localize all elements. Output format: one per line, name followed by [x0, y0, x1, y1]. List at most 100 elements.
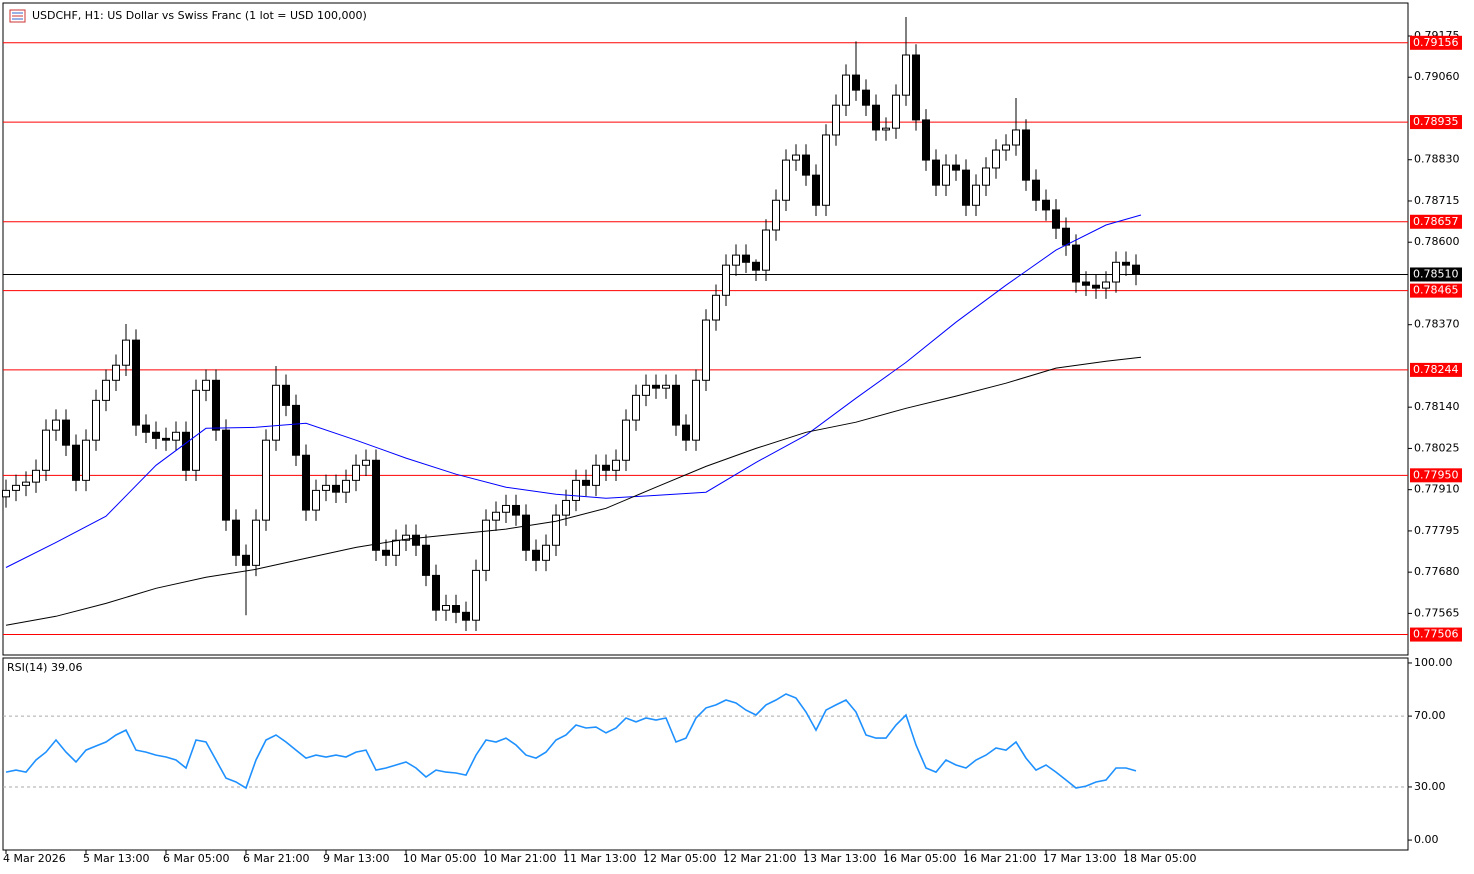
candle-body — [122, 339, 130, 366]
candle-body — [402, 534, 410, 541]
candle-body — [92, 399, 100, 441]
level-label-bg — [1410, 35, 1462, 50]
x-tick-label: 5 Mar 13:00 — [83, 852, 149, 865]
candle-body — [282, 384, 290, 406]
candle-body — [612, 459, 620, 471]
candle-body — [952, 164, 960, 171]
candle-body — [652, 384, 660, 389]
indicator-line — [5, 693, 1137, 790]
candle-body — [1112, 261, 1120, 283]
candle-body — [722, 264, 730, 296]
candle-body — [152, 431, 160, 439]
candle-body — [922, 119, 930, 161]
candle-body — [62, 419, 70, 446]
candle-body — [362, 459, 370, 466]
x-tick-label: 10 Mar 05:00 — [403, 852, 476, 865]
y-tick-label: 100.00 — [1414, 656, 1453, 669]
candle-body — [22, 481, 30, 486]
chart-title: USDCHF, H1: US Dollar vs Swiss Franc (1 … — [32, 9, 367, 22]
candle-body — [592, 464, 600, 486]
candle-body — [1122, 261, 1130, 266]
candle-body — [1082, 281, 1090, 286]
y-tick-label: 0.78600 — [1414, 235, 1460, 248]
candle-body — [72, 444, 80, 481]
candle-body — [42, 429, 50, 471]
candle-body — [342, 479, 350, 493]
y-tick-label: 0.77565 — [1414, 606, 1460, 619]
candle-body — [2, 489, 10, 498]
candle-body — [1062, 227, 1070, 246]
candle-body — [1032, 179, 1040, 201]
candle-body — [522, 514, 530, 551]
candle-body — [1002, 144, 1010, 151]
candle-body — [12, 484, 20, 491]
candle-body — [312, 489, 320, 511]
y-tick-label: 0.78025 — [1414, 441, 1460, 454]
level-label: 0.78244 — [1413, 363, 1459, 376]
candle-body — [672, 384, 680, 426]
candle-body — [742, 254, 750, 263]
candle-body — [452, 605, 460, 613]
candle-body — [812, 174, 820, 206]
y-tick-label: 0.77795 — [1414, 524, 1460, 537]
candle-body — [682, 424, 690, 441]
candle-body — [792, 154, 800, 161]
candle-body — [832, 104, 840, 136]
candle-body — [852, 74, 860, 91]
candle-body — [82, 439, 90, 481]
x-tick-label: 12 Mar 21:00 — [723, 852, 796, 865]
y-tick-label: 0.78830 — [1414, 153, 1460, 166]
x-tick-label: 16 Mar 21:00 — [963, 852, 1036, 865]
candle-body — [572, 479, 580, 501]
y-tick-label: 0.78140 — [1414, 400, 1460, 413]
candle-body — [642, 384, 650, 396]
x-tick-label: 6 Mar 21:00 — [243, 852, 309, 865]
candle-body — [382, 549, 390, 556]
candle-body — [272, 384, 280, 441]
y-tick-label: 0.78715 — [1414, 194, 1460, 207]
indicator-line — [5, 356, 1142, 626]
candle-body — [532, 549, 540, 561]
candle-body — [1052, 209, 1060, 229]
candle-body — [512, 504, 520, 516]
x-tick-label: 6 Mar 05:00 — [163, 852, 229, 865]
candle-body — [732, 254, 740, 266]
candle-body — [352, 464, 360, 481]
x-tick-label: 10 Mar 21:00 — [483, 852, 556, 865]
candle-body — [932, 159, 940, 186]
candle-body — [992, 149, 1000, 169]
candle-body — [112, 364, 120, 381]
candle-body — [552, 514, 560, 546]
candle-body — [772, 199, 780, 231]
candle-body — [782, 159, 790, 201]
candle-body — [582, 479, 590, 486]
candle-body — [232, 519, 240, 556]
candle-body — [972, 184, 980, 206]
candle-body — [222, 429, 230, 521]
candle-body — [412, 534, 420, 546]
candle-body — [132, 339, 140, 426]
candle-body — [872, 104, 880, 131]
candle-body — [1132, 264, 1140, 275]
candle-body — [762, 229, 770, 271]
y-tick-label: 0.78370 — [1414, 318, 1460, 331]
x-tick-label: 13 Mar 13:00 — [803, 852, 876, 865]
candle-body — [882, 127, 890, 131]
level-label-bg — [1410, 468, 1462, 483]
current-price-bg — [1410, 267, 1462, 282]
candle-body — [712, 294, 720, 321]
candle-body — [32, 469, 40, 483]
y-tick-label: 70.00 — [1414, 709, 1446, 722]
x-tick-label: 17 Mar 13:00 — [1043, 852, 1116, 865]
candle-body — [802, 154, 810, 176]
candle-body — [752, 261, 760, 271]
candle-body — [182, 431, 190, 471]
x-tick-label: 16 Mar 05:00 — [883, 852, 956, 865]
x-tick-label: 9 Mar 13:00 — [323, 852, 389, 865]
candle-body — [422, 544, 430, 576]
candle-body — [492, 511, 500, 521]
candle-body — [1012, 129, 1020, 146]
candle-body — [1102, 281, 1110, 289]
